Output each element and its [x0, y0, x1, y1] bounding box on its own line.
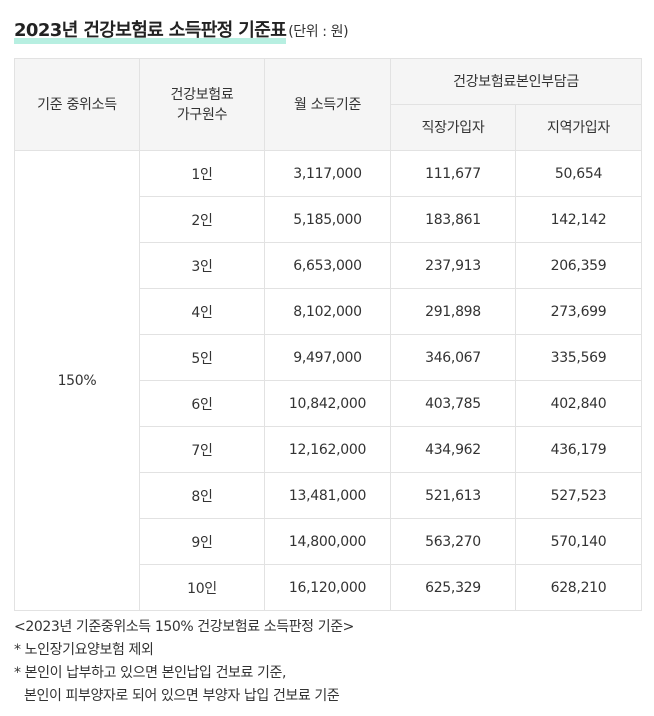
- household-members-cell: 5인: [139, 334, 265, 381]
- monthly-income-cell: 8,102,000: [264, 288, 391, 335]
- table-body: 150% 1인 3,117,000 111,677 50,654 2인 5,185,000 1…: [14, 150, 642, 611]
- table-row: 8인 13,481,000 521,613 527,523: [15, 472, 642, 519]
- income-criteria-table: 기준 중위소득 건강보험료 가구원수 월 소득기준 건강보험료본인부담금 직장가…: [14, 58, 642, 611]
- table-row: 2인 5,185,000 183,861 142,142: [15, 196, 642, 243]
- header-median-income: 기준 중위소득: [14, 58, 140, 151]
- table-row: 4인 8,102,000 291,898 273,699: [15, 288, 642, 335]
- household-members-cell: 8인: [139, 472, 265, 519]
- monthly-income-cell: 9,497,000: [264, 334, 391, 381]
- note-exclusion: * 노인장기요양보험 제외: [14, 642, 154, 658]
- table-row: 7인 12,162,000 434,962 436,179: [15, 426, 642, 473]
- monthly-income-cell: 16,120,000: [264, 564, 391, 611]
- regional-premium-cell: 436,179: [515, 426, 642, 473]
- table-row: 150% 1인 3,117,000 111,677 50,654: [14, 150, 642, 611]
- employee-premium-cell: 346,067: [390, 334, 516, 381]
- table-row: 6인 10,842,000 403,785 402,840: [15, 380, 642, 427]
- household-members-cell: 6인: [139, 380, 265, 427]
- regional-premium-cell: 335,569: [515, 334, 642, 381]
- household-members-cell: 2인: [139, 196, 265, 243]
- household-members-cell: 10인: [139, 564, 265, 611]
- table-row: 10인 16,120,000 625,329 628,210: [15, 564, 642, 611]
- employee-premium-cell: 237,913: [390, 242, 516, 289]
- regional-premium-cell: 50,654: [515, 150, 642, 197]
- employee-premium-cell: 625,329: [390, 564, 516, 611]
- header-household-line2: 가구원수: [176, 106, 228, 123]
- monthly-income-cell: 13,481,000: [264, 472, 391, 519]
- household-members-cell: 3인: [139, 242, 265, 289]
- header-household-members: 건강보험료 가구원수: [139, 58, 265, 151]
- median-percent-cell: 150%: [14, 150, 140, 611]
- regional-premium-cell: 142,142: [515, 196, 642, 243]
- employee-premium-cell: 403,785: [390, 380, 516, 427]
- monthly-income-cell: 14,800,000: [264, 518, 391, 565]
- page-title: 2023년 건강보험료 소득판정 기준표: [14, 16, 287, 44]
- household-members-cell: 4인: [139, 288, 265, 335]
- regional-premium-cell: 570,140: [515, 518, 642, 565]
- header-household-line1: 건강보험료: [170, 86, 234, 103]
- employee-premium-cell: 521,613: [390, 472, 516, 519]
- table-row: 9인 14,800,000 563,270 570,140: [15, 518, 642, 565]
- monthly-income-cell: 3,117,000: [264, 150, 391, 197]
- header-employee: 직장가입자: [390, 104, 516, 151]
- note-payer-line1: * 본인이 납부하고 있으면 본인납입 건보료 기준,: [14, 665, 287, 681]
- regional-premium-cell: 206,359: [515, 242, 642, 289]
- monthly-income-cell: 6,653,000: [264, 242, 391, 289]
- unit-label: (단위 : 원): [288, 24, 349, 40]
- monthly-income-cell: 10,842,000: [264, 380, 391, 427]
- regional-premium-cell: 527,523: [515, 472, 642, 519]
- table-row: 3인 6,653,000 237,913 206,359: [15, 242, 642, 289]
- employee-premium-cell: 563,270: [390, 518, 516, 565]
- monthly-income-cell: 12,162,000: [264, 426, 391, 473]
- household-members-cell: 7인: [139, 426, 265, 473]
- header-monthly-income: 월 소득기준: [264, 58, 391, 151]
- header-burden-group: 건강보험료본인부담금: [390, 58, 642, 105]
- employee-premium-cell: 111,677: [390, 150, 516, 197]
- employee-premium-cell: 291,898: [390, 288, 516, 335]
- employee-premium-cell: 434,962: [390, 426, 516, 473]
- regional-premium-cell: 628,210: [515, 564, 642, 611]
- household-members-cell: 9인: [139, 518, 265, 565]
- employee-premium-cell: 183,861: [390, 196, 516, 243]
- regional-premium-cell: 273,699: [515, 288, 642, 335]
- table-caption: <2023년 기준중위소득 150% 건강보험료 소득판정 기준>: [14, 619, 355, 635]
- household-members-cell: 1인: [139, 150, 265, 197]
- table-title: 2023년 건강보험료 소득판정 기준표 (단위 : 원): [14, 16, 349, 44]
- footnotes: <2023년 기준중위소득 150% 건강보험료 소득판정 기준> * 노인장기…: [14, 616, 354, 708]
- monthly-income-cell: 5,185,000: [264, 196, 391, 243]
- note-payer-line2: 본인이 피부양자로 되어 있으면 부양자 납입 건보료 기준: [24, 688, 340, 704]
- table-row: 5인 9,497,000 346,067 335,569: [15, 334, 642, 381]
- regional-premium-cell: 402,840: [515, 380, 642, 427]
- header-regional: 지역가입자: [515, 104, 642, 151]
